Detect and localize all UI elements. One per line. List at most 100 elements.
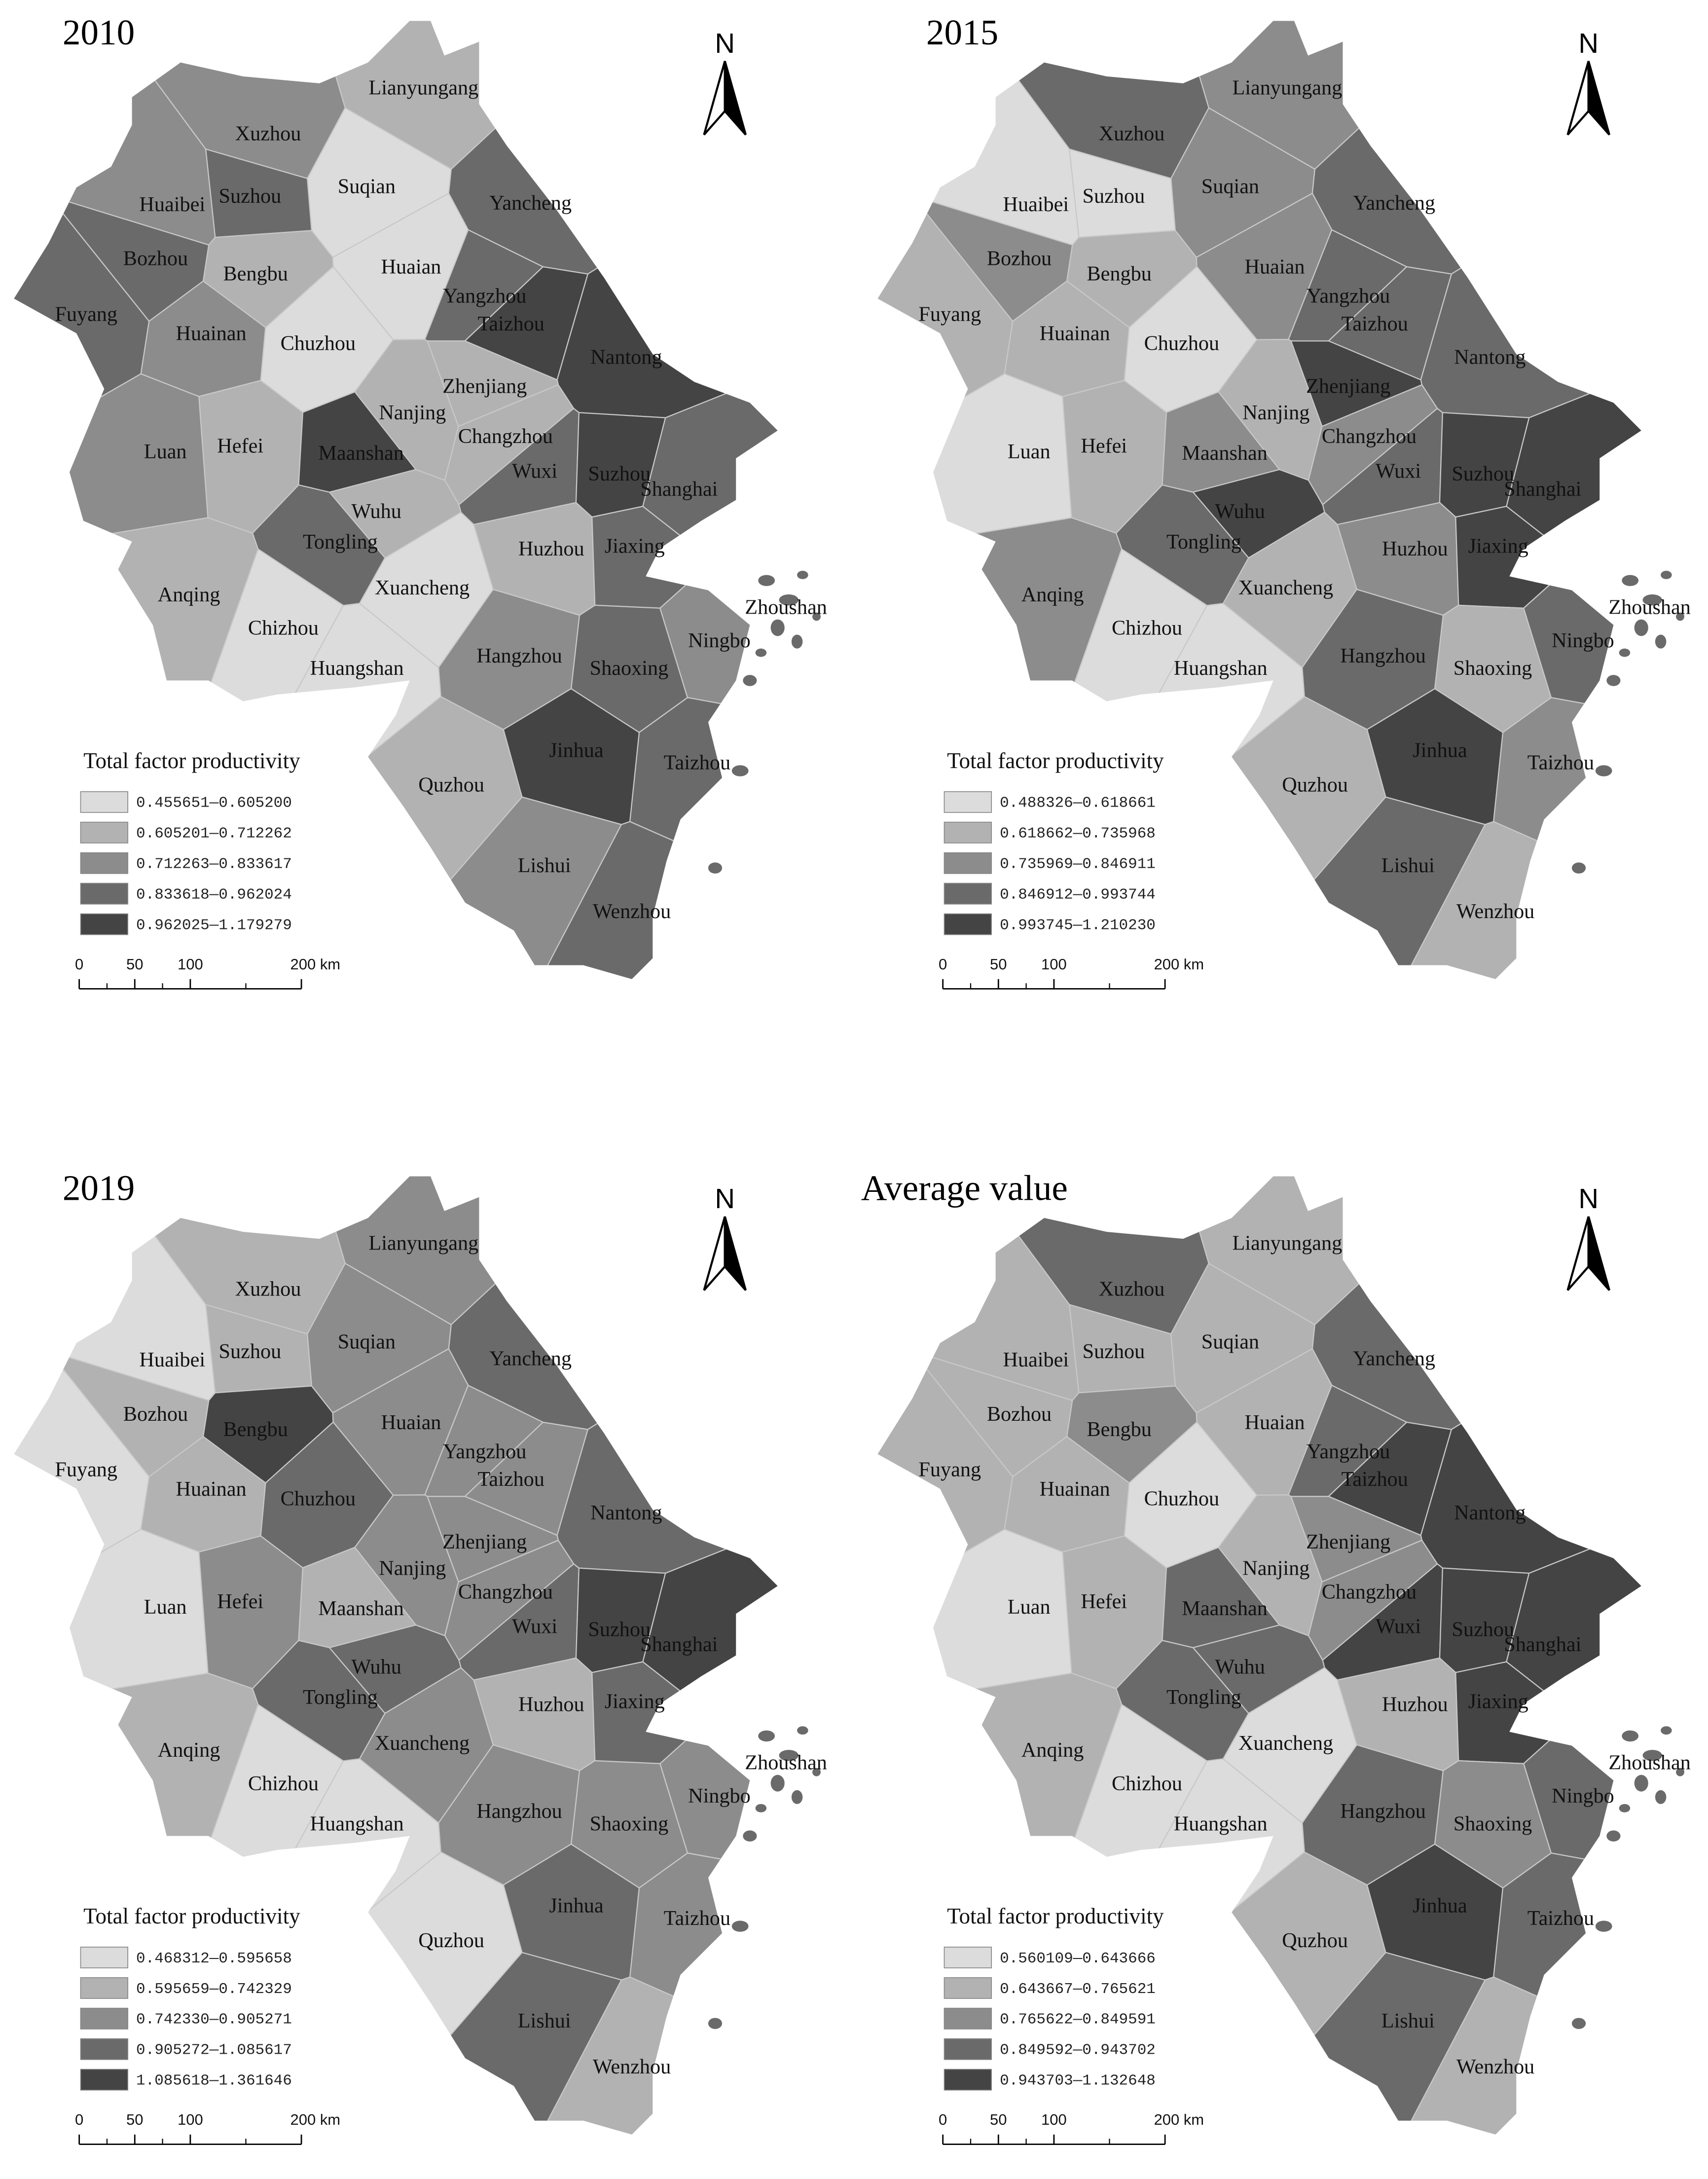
city-label: Hefei [1081, 435, 1127, 458]
city-label: Yangzhou [1307, 1440, 1390, 1463]
island [770, 1774, 785, 1792]
island [779, 1750, 799, 1761]
scale-label: 100 [178, 956, 203, 973]
region [1583, 1598, 1641, 1902]
city-label: Chizhou [1112, 1772, 1182, 1795]
island [743, 1830, 757, 1842]
scale-label: 0 [75, 956, 83, 973]
city-label: Hangzhou [476, 1800, 562, 1823]
city-label: Yangzhou [1307, 285, 1390, 308]
city-label: Fuyang [55, 1458, 117, 1481]
city-label: Jinhua [1413, 1894, 1467, 1917]
city-label: Jiaxing [1468, 534, 1528, 557]
city-label: Nanjing [1242, 1556, 1309, 1580]
island [755, 648, 767, 657]
city-label: Lianyungang [1232, 1232, 1342, 1255]
region [1420, 111, 1641, 418]
island [812, 612, 821, 621]
city-label: Yangzhou [443, 285, 526, 308]
region [556, 1267, 778, 1574]
legend-label: 1.085618—1.361646 [136, 2072, 292, 2090]
legend-swatch [944, 821, 992, 844]
legend-swatch [944, 2068, 992, 2091]
scale-label: 50 [990, 2111, 1007, 2128]
city-label: Wenzhou [593, 900, 671, 923]
map-panel: Lianyungang Xuzhou Suzhou Suqian Yancheng Hua… [14, 1168, 827, 2145]
city-label: Zhoushan [1608, 595, 1691, 619]
region [957, 696, 1386, 979]
island [708, 2018, 723, 2029]
city-label: Shaoxing [1454, 1812, 1532, 1835]
city-label: Changzhou [458, 425, 553, 448]
legend-swatch [80, 883, 129, 905]
city-label: Suzhou [588, 1618, 651, 1641]
island [779, 594, 799, 606]
city-label: Suzhou [1083, 1340, 1145, 1363]
city-label: Hangzhou [1340, 1800, 1426, 1823]
city-label: Tongling [303, 1686, 378, 1709]
panel-title: 2019 [63, 1168, 135, 1208]
regions [14, 21, 778, 979]
city-label: Lishui [1381, 854, 1435, 877]
city-label: Taizhou [477, 312, 544, 335]
legend-label: 0.846912—0.993744 [1000, 886, 1156, 903]
island [1606, 1830, 1621, 1842]
city-label: Wuhu [1215, 1655, 1265, 1678]
legend-label: 0.962025—1.179279 [136, 917, 292, 934]
island [1622, 575, 1639, 587]
city-label: Anqing [158, 1738, 220, 1762]
legend-swatch [80, 791, 129, 813]
legend-title: Total factor productivity [83, 1904, 300, 1928]
city-label: Huangshan [1174, 1812, 1268, 1835]
city-label: Bengbu [223, 262, 288, 286]
island [758, 1730, 775, 1742]
city-label: Ningbo [688, 629, 751, 652]
city-label: Quzhou [1282, 774, 1348, 797]
city-label: Zhoushan [745, 1751, 827, 1774]
city-label: Chizhou [248, 1772, 319, 1795]
island [1606, 675, 1621, 686]
city-label: Xuzhou [1099, 1278, 1165, 1301]
island [770, 619, 785, 636]
legend-title: Total factor productivity [83, 748, 300, 773]
city-label: Luan [1008, 440, 1051, 463]
city-label: Xuancheng [1238, 576, 1333, 599]
legend-swatch [80, 2068, 129, 2091]
city-label: Suzhou [1083, 185, 1145, 208]
region [94, 1851, 523, 2135]
island [731, 1920, 749, 1932]
legend-label: 0.618662—0.735968 [1000, 825, 1156, 843]
city-label: Chizhou [248, 617, 319, 640]
region [720, 1598, 778, 1902]
map-panel: Lianyungang Xuzhou Suzhou Suqian Yancheng Hua… [877, 12, 1691, 990]
city-label: Huzhou [518, 1693, 584, 1716]
city-label: Zhenjiang [1306, 375, 1390, 398]
city-label: Huaian [1245, 1411, 1305, 1434]
city-label: Chuzhou [1144, 1487, 1219, 1511]
legend-label: 0.735969—0.846911 [1000, 855, 1156, 873]
city-label: Zhenjiang [442, 1530, 527, 1553]
island [743, 675, 757, 686]
city-label: Changzhou [1322, 1580, 1417, 1603]
legend-swatch [944, 791, 992, 813]
city-label: Bozhou [123, 247, 188, 270]
city-label: Wuxi [512, 459, 557, 482]
north-arrow [1566, 1216, 1590, 1291]
city-label: Nantong [590, 1501, 662, 1524]
city-label: Shaoxing [590, 1812, 669, 1835]
city-label: Yancheng [489, 191, 572, 215]
scale-label: 200 km [291, 956, 341, 973]
island [1595, 765, 1612, 776]
city-label: Hangzhou [476, 644, 562, 667]
city-label: Huaian [381, 1411, 441, 1434]
city-label: Yancheng [489, 1347, 572, 1370]
city-label: Jiaxing [605, 1690, 665, 1713]
legend-swatch [80, 913, 129, 935]
north-label: N [715, 28, 735, 59]
map-panel: Lianyungang Xuzhou Suzhou Suqian Yancheng Hua… [14, 12, 827, 990]
legend-swatch [80, 2007, 129, 2030]
legend-label: 0.993745—1.210230 [1000, 917, 1156, 934]
legend-swatch [944, 2038, 992, 2060]
city-label: Hefei [217, 435, 263, 458]
